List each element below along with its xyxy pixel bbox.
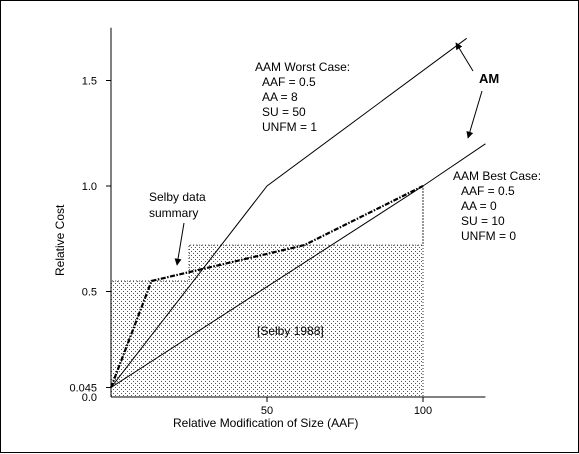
worst-case-param-aaf: AAF = 0.5 bbox=[262, 75, 316, 89]
am-arrow-to-worst-case bbox=[455, 42, 474, 72]
am-label: AM bbox=[479, 71, 499, 86]
y-axis-title: Relative Cost bbox=[53, 204, 67, 276]
x-tick-label: 50 bbox=[261, 405, 273, 417]
y-tick-label: 0.0 bbox=[82, 392, 97, 404]
selby-pointer-arrow bbox=[174, 222, 185, 266]
aam-worst-case-line bbox=[110, 37, 467, 388]
worst-case-param-unfm: UNFM = 1 bbox=[262, 120, 317, 134]
best-case-param-aa: AA = 0 bbox=[461, 199, 497, 213]
am-arrow-to-best-case bbox=[466, 90, 483, 139]
selby-1988-shaded-region bbox=[111, 186, 423, 397]
worst-case-param-aa: AA = 8 bbox=[262, 90, 298, 104]
selby-label-line1: Selby data bbox=[149, 190, 206, 204]
x-axis-title: Relative Modification of Size (AAF) bbox=[173, 416, 358, 430]
selby-data-summary-line bbox=[109, 185, 424, 388]
y-tick-label: 0.045 bbox=[69, 383, 97, 395]
best-case-param-unfm: UNFM = 0 bbox=[461, 229, 516, 243]
series-lines bbox=[109, 37, 486, 388]
worst-case-title: AAM Worst Case: bbox=[255, 60, 350, 74]
selby-1988-region bbox=[110, 186, 424, 398]
best-case-title: AAM Best Case: bbox=[453, 169, 541, 183]
worst-case-param-su: SU = 50 bbox=[262, 105, 306, 119]
selby-label-line2: summary bbox=[149, 206, 198, 220]
best-case-param-aaf: AAF = 0.5 bbox=[461, 184, 515, 198]
best-case-param-su: SU = 10 bbox=[461, 214, 505, 228]
y-tick-label: 1.5 bbox=[82, 76, 97, 88]
selby-1988-label: [Selby 1988] bbox=[257, 324, 324, 338]
x-tick-label: 100 bbox=[414, 405, 432, 417]
axis-ticks: 0.00.045 0.5 1.0 1.5 50 100 bbox=[69, 76, 432, 418]
selby-1988-region-outline bbox=[110, 186, 424, 398]
y-tick-label: 0.5 bbox=[82, 287, 97, 299]
y-tick-label: 1.0 bbox=[82, 181, 97, 193]
